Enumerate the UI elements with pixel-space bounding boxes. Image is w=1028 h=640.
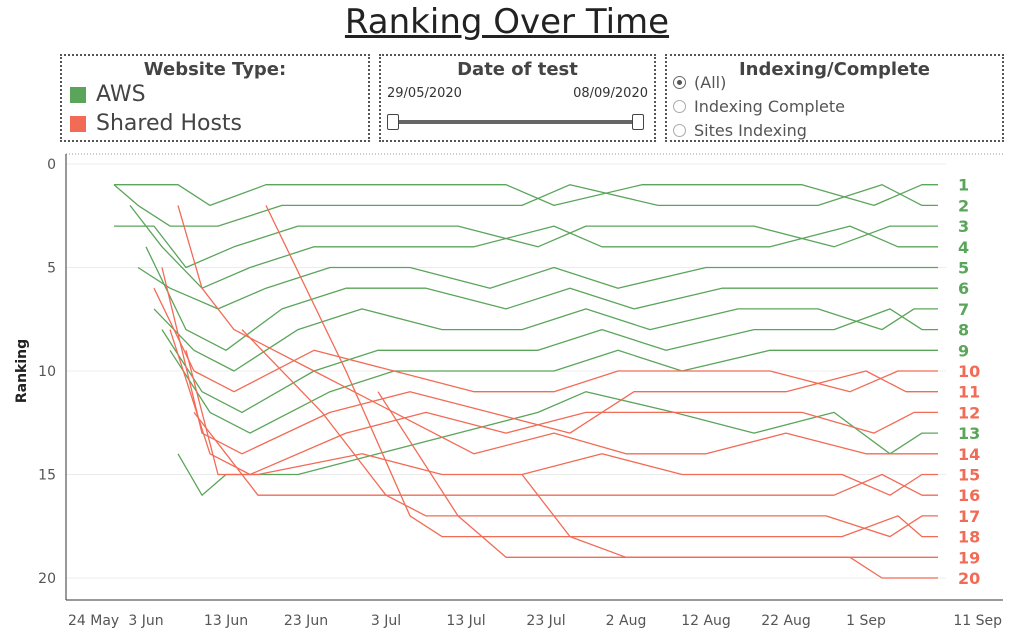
indexing-filter-title: Indexing/Complete bbox=[738, 59, 931, 80]
radio-sites-indexing-icon bbox=[673, 123, 686, 137]
series-line-rank-11 bbox=[161, 267, 938, 455]
radio-indexing-complete-icon bbox=[673, 99, 686, 113]
y-tick-label: 5 bbox=[47, 261, 56, 277]
x-tick-label: 12 Aug bbox=[681, 613, 731, 629]
x-tick-label: 13 Jun bbox=[204, 613, 248, 629]
radio-all-icon bbox=[673, 75, 686, 89]
date-range-slider[interactable] bbox=[387, 114, 644, 130]
end-rank-label: 15 bbox=[958, 466, 980, 485]
website-type-title: Website Type: bbox=[143, 59, 287, 80]
end-rank-label: 20 bbox=[958, 569, 980, 588]
y-tick-label: 0 bbox=[47, 157, 56, 173]
legend-item-aws[interactable]: AWS bbox=[70, 80, 368, 109]
series-line-rank-4 bbox=[129, 205, 938, 289]
series-line-rank-2 bbox=[113, 184, 938, 227]
end-rank-label: 5 bbox=[958, 259, 969, 278]
y-tick-label: 15 bbox=[38, 468, 56, 484]
end-rank-label: 9 bbox=[958, 341, 969, 360]
series-line-rank-6 bbox=[145, 246, 938, 351]
series-line-rank-7 bbox=[153, 308, 938, 372]
date-start: 29/05/2020 bbox=[387, 86, 462, 101]
series-line-rank-5 bbox=[137, 266, 938, 310]
x-tick-label: 3 Jun bbox=[128, 613, 163, 629]
series-line-rank-17 bbox=[241, 329, 938, 538]
series-line-rank-14 bbox=[177, 205, 938, 455]
x-tick-label: 13 Jul bbox=[446, 613, 485, 629]
end-rank-label: 12 bbox=[958, 403, 980, 422]
radio-all-label: (All) bbox=[694, 72, 727, 92]
series-line-rank-10 bbox=[153, 287, 938, 393]
end-rank-label: 19 bbox=[958, 548, 980, 567]
series-line-rank-12 bbox=[169, 329, 938, 476]
end-rank-label: 4 bbox=[958, 238, 969, 257]
end-rank-label: 14 bbox=[958, 445, 980, 464]
radio-option-indexing-complete[interactable]: Indexing Complete bbox=[673, 94, 1002, 118]
radio-indexing-complete-label: Indexing Complete bbox=[694, 96, 845, 116]
end-rank-label: 6 bbox=[958, 279, 969, 298]
radio-option-sites-indexing[interactable]: Sites Indexing bbox=[673, 118, 1002, 140]
end-rank-label: 8 bbox=[958, 321, 969, 340]
shared-hosts-swatch bbox=[70, 115, 86, 132]
series-line-rank-9 bbox=[169, 349, 938, 434]
x-tick-label: 2 Aug bbox=[606, 613, 647, 629]
radio-option-all[interactable]: (All) bbox=[673, 70, 1002, 94]
y-tick-label: 20 bbox=[38, 571, 56, 587]
slider-end-handle[interactable] bbox=[632, 114, 644, 130]
x-tick-label: 22 Aug bbox=[761, 613, 811, 629]
series-line-rank-8 bbox=[161, 308, 938, 414]
y-tick-label: 10 bbox=[38, 364, 56, 380]
series-line-rank-15 bbox=[185, 350, 938, 496]
x-tick-label: 1 Sep bbox=[846, 613, 886, 629]
series-line-rank-3 bbox=[114, 225, 938, 269]
website-type-filter: Website Type: AWS Shared Hosts bbox=[60, 54, 370, 142]
end-rank-label: 1 bbox=[958, 176, 969, 195]
end-rank-label: 17 bbox=[958, 507, 980, 526]
end-rank-label: 13 bbox=[958, 424, 980, 443]
x-tick-label: 23 Jul bbox=[526, 613, 565, 629]
x-tick-label: 24 May bbox=[68, 613, 119, 629]
end-rank-label: 11 bbox=[958, 383, 980, 402]
end-rank-label: 2 bbox=[958, 196, 969, 215]
date-filter: Date of test 29/05/2020 08/09/2020 bbox=[379, 54, 656, 142]
series-line-rank-20 bbox=[521, 474, 938, 579]
series-line-rank-16 bbox=[193, 412, 938, 496]
series-line-rank-18 bbox=[265, 205, 938, 538]
end-rank-label: 10 bbox=[958, 362, 980, 381]
legend-label-shared-hosts: Shared Hosts bbox=[96, 111, 242, 136]
aws-swatch bbox=[70, 86, 86, 103]
x-tick-label: 3 Jul bbox=[371, 613, 401, 629]
legend-item-shared-hosts[interactable]: Shared Hosts bbox=[70, 109, 368, 138]
x-tick-label: 23 Jun bbox=[284, 613, 328, 629]
slider-track bbox=[393, 120, 638, 124]
legend-label-aws: AWS bbox=[96, 82, 146, 107]
radio-sites-indexing-label: Sites Indexing bbox=[694, 120, 807, 140]
chart-title: Ranking Over Time bbox=[344, 2, 670, 42]
indexing-filter: Indexing/Complete (All) Indexing Complet… bbox=[665, 54, 1004, 142]
date-filter-title: Date of test bbox=[457, 59, 578, 80]
end-rank-label: 16 bbox=[958, 486, 980, 505]
slider-start-handle[interactable] bbox=[387, 114, 399, 130]
date-end: 08/09/2020 bbox=[573, 86, 648, 101]
end-rank-label: 7 bbox=[958, 300, 969, 319]
end-rank-label: 3 bbox=[958, 217, 969, 236]
y-axis-title: Ranking bbox=[14, 339, 30, 403]
x-tick-label: 11 Sep bbox=[953, 613, 1002, 629]
series-line-rank-1 bbox=[114, 184, 938, 207]
end-rank-label: 18 bbox=[958, 528, 980, 547]
